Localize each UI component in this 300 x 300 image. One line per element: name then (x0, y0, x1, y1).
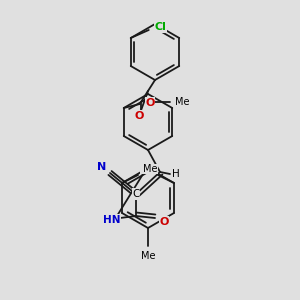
Text: O: O (145, 98, 154, 108)
Text: C: C (132, 189, 140, 199)
Text: Cl: Cl (155, 22, 167, 32)
Text: Me: Me (141, 164, 155, 174)
Text: H: H (172, 169, 180, 179)
Text: O: O (134, 111, 144, 121)
Text: HN: HN (103, 215, 121, 225)
Text: Me: Me (143, 164, 157, 174)
Text: Me: Me (141, 251, 155, 261)
Text: O: O (159, 217, 169, 227)
Text: Me: Me (175, 97, 189, 107)
Text: N: N (98, 162, 106, 172)
